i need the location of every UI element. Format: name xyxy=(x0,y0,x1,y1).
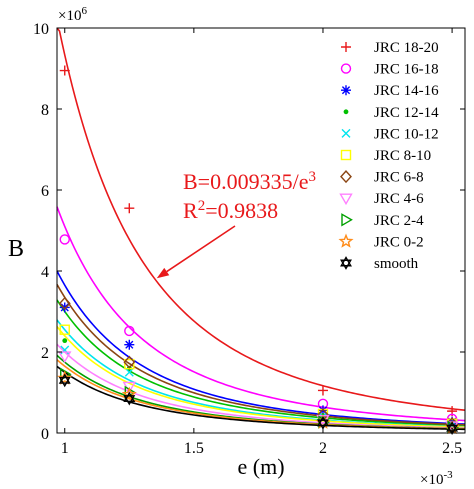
plot-frame xyxy=(56,27,466,434)
data-point xyxy=(123,355,136,369)
y-axis-exponent: ×106 xyxy=(58,5,87,24)
legend-label: JRC 14-16 xyxy=(374,83,439,99)
data-point xyxy=(62,338,68,344)
fit-curve xyxy=(56,283,466,426)
y-tick-label: 4 xyxy=(41,264,49,281)
data-point xyxy=(123,391,136,406)
legend: JRC 18-20 JRC 16-18 JRC 14-16 JRC 12-14 JRC … xyxy=(338,40,439,272)
data-point xyxy=(340,170,352,184)
data-point xyxy=(341,85,351,96)
legend-label: JRC 2-4 xyxy=(374,213,424,229)
x-axis-label: e (m) xyxy=(237,454,284,479)
y-tick-label: 2 xyxy=(41,345,49,362)
r-squared-power: 2 xyxy=(198,198,206,214)
y-exponent-base: ×10 xyxy=(58,8,81,24)
data-point xyxy=(341,128,351,138)
legend-label: smooth xyxy=(374,256,419,272)
y-tick-label: 8 xyxy=(41,102,49,119)
data-point xyxy=(121,386,137,401)
legend-item: JRC 4-6 xyxy=(339,191,424,207)
legend-item: JRC 10-12 xyxy=(341,126,439,142)
legend-item: JRC 12-14 xyxy=(343,105,439,121)
data-point xyxy=(340,149,352,161)
legend-item: JRC 2-4 xyxy=(341,213,424,229)
y-exponent-power: 6 xyxy=(81,5,87,17)
data-point xyxy=(59,302,70,313)
legend-label: JRC 12-14 xyxy=(374,105,439,121)
legend-label: JRC 4-6 xyxy=(374,191,424,207)
legend-label: JRC 6-8 xyxy=(374,170,424,186)
data-point xyxy=(343,109,349,115)
data-point xyxy=(340,256,352,270)
y-tick-label: 6 xyxy=(41,183,49,200)
fit-curve xyxy=(56,270,466,425)
data-point xyxy=(316,415,329,430)
legend-label: JRC 18-20 xyxy=(374,40,439,56)
y-tick-label: 0 xyxy=(41,426,49,443)
fit-curve xyxy=(56,206,466,422)
fit-r-squared: R2=0.9838 xyxy=(183,198,278,223)
data-point xyxy=(59,65,70,76)
data-point xyxy=(58,296,71,310)
data-point xyxy=(124,203,135,214)
data-point xyxy=(340,63,352,74)
fit-equation-power: 3 xyxy=(308,169,316,185)
data-point xyxy=(341,213,353,227)
data-point xyxy=(124,339,135,350)
legend-item: JRC 16-18 xyxy=(340,62,439,78)
x-tick-label: 2 xyxy=(319,440,327,457)
legend-label: JRC 16-18 xyxy=(374,62,439,78)
legend-item: JRC 6-8 xyxy=(340,170,424,186)
legend-item: JRC 18-20 xyxy=(341,40,439,56)
legend-label: JRC 10-12 xyxy=(374,126,439,142)
r-squared-label: R xyxy=(183,198,198,223)
data-point xyxy=(59,324,70,335)
x-axis-exponent: ×10-3 xyxy=(420,469,453,488)
legend-label: JRC 8-10 xyxy=(374,148,431,164)
axis-ticks: 1 1.5 2 2.5 0 2 4 6 8 10 xyxy=(33,21,465,457)
legend-item: JRC 14-16 xyxy=(341,83,439,99)
x-tick-label: 1 xyxy=(61,440,69,457)
data-point xyxy=(59,234,70,245)
data-point xyxy=(338,233,354,248)
data-markers xyxy=(57,65,460,436)
data-point xyxy=(341,42,351,52)
fit-curve xyxy=(56,27,466,411)
x-exponent-power: -3 xyxy=(443,469,453,481)
data-point xyxy=(57,370,73,385)
legend-item: JRC 8-10 xyxy=(340,148,431,164)
fit-equation-main: B=0.009335/e xyxy=(183,169,308,194)
data-point xyxy=(124,325,135,337)
legend-item: smooth xyxy=(340,256,419,272)
fit-curve xyxy=(56,326,466,428)
data-point xyxy=(317,405,328,416)
legend-label: JRC 0-2 xyxy=(374,234,424,250)
y-axis-label: B xyxy=(8,236,24,262)
data-point xyxy=(58,373,71,388)
data-point xyxy=(339,193,353,206)
data-point xyxy=(58,351,72,363)
x-tick-label: 1.5 xyxy=(184,440,204,457)
data-point xyxy=(317,385,328,396)
annotation-arrowhead xyxy=(156,267,170,279)
data-point xyxy=(124,367,134,377)
r-squared-value: =0.9838 xyxy=(205,198,278,223)
fit-equation: B=0.009335/e3 xyxy=(183,169,316,194)
x-exponent-base: ×10 xyxy=(420,472,443,488)
y-tick-label: 10 xyxy=(33,21,49,38)
fit-annotation: B=0.009335/e3 R2=0.9838 xyxy=(156,169,316,279)
legend-item: JRC 0-2 xyxy=(338,233,424,250)
x-tick-label: 2.5 xyxy=(442,440,462,457)
annotation-arrow xyxy=(166,225,236,273)
